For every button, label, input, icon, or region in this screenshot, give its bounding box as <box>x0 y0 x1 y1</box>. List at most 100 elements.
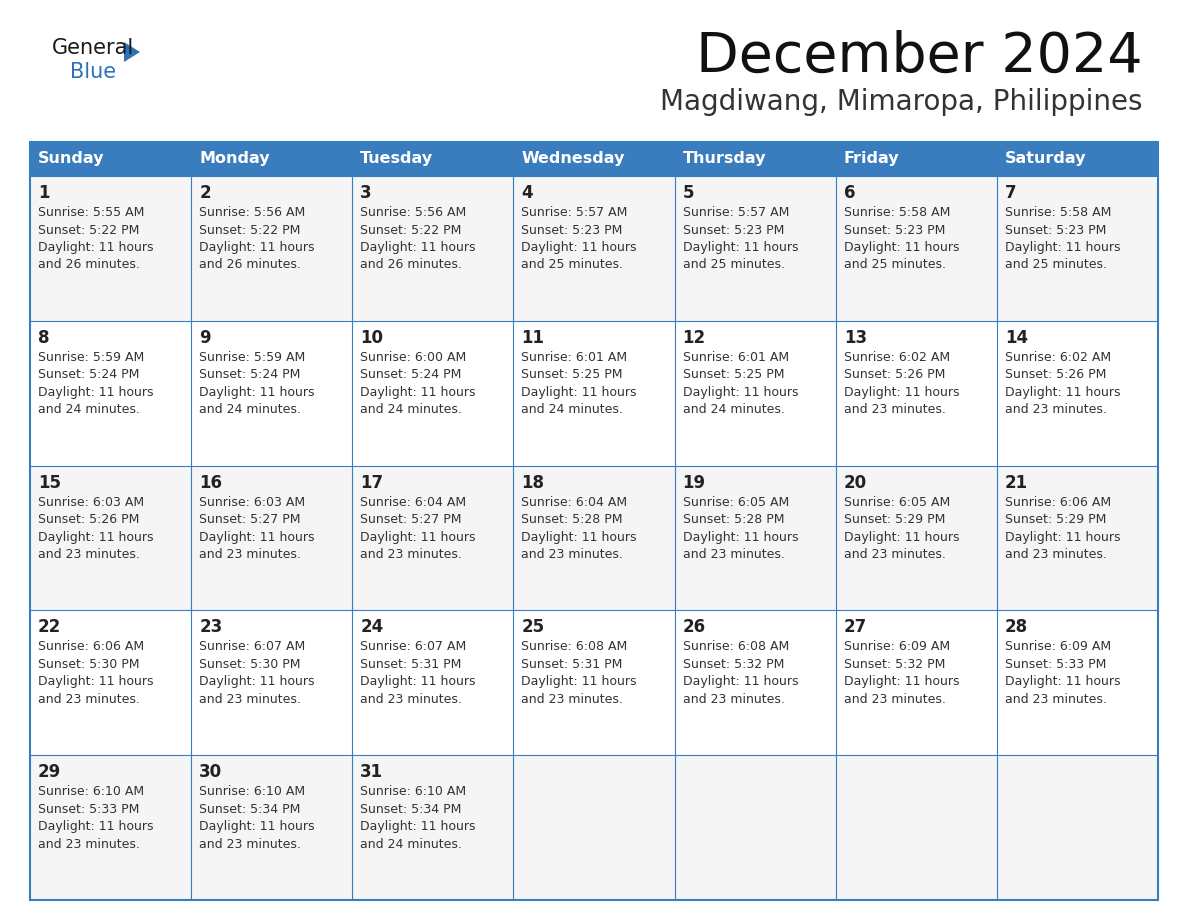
Bar <box>30 465 1158 610</box>
Text: Sunset: 5:28 PM: Sunset: 5:28 PM <box>683 513 784 526</box>
Text: and 24 minutes.: and 24 minutes. <box>200 403 301 416</box>
Text: 6: 6 <box>843 184 855 202</box>
Text: Wednesday: Wednesday <box>522 151 625 166</box>
Text: Daylight: 11 hours: Daylight: 11 hours <box>200 386 315 398</box>
Text: Sunrise: 6:08 AM: Sunrise: 6:08 AM <box>522 641 627 654</box>
Text: Sunset: 5:32 PM: Sunset: 5:32 PM <box>843 658 946 671</box>
Text: and 23 minutes.: and 23 minutes. <box>38 838 140 851</box>
Text: 17: 17 <box>360 474 384 492</box>
Text: Sunrise: 5:59 AM: Sunrise: 5:59 AM <box>200 351 305 364</box>
Text: Sunset: 5:34 PM: Sunset: 5:34 PM <box>200 802 301 816</box>
Text: Sunrise: 6:10 AM: Sunrise: 6:10 AM <box>360 785 467 798</box>
Text: 8: 8 <box>38 329 50 347</box>
Text: Sunset: 5:23 PM: Sunset: 5:23 PM <box>683 223 784 237</box>
Text: 4: 4 <box>522 184 533 202</box>
Text: Sunrise: 6:09 AM: Sunrise: 6:09 AM <box>1005 641 1111 654</box>
Text: Sunrise: 6:03 AM: Sunrise: 6:03 AM <box>38 496 144 509</box>
Text: Sunrise: 6:10 AM: Sunrise: 6:10 AM <box>38 785 144 798</box>
Text: Sunrise: 6:06 AM: Sunrise: 6:06 AM <box>38 641 144 654</box>
Text: Sunset: 5:27 PM: Sunset: 5:27 PM <box>360 513 462 526</box>
Text: Sunset: 5:30 PM: Sunset: 5:30 PM <box>200 658 301 671</box>
Text: Daylight: 11 hours: Daylight: 11 hours <box>360 820 475 834</box>
Text: Sunset: 5:29 PM: Sunset: 5:29 PM <box>843 513 946 526</box>
Text: Sunset: 5:27 PM: Sunset: 5:27 PM <box>200 513 301 526</box>
Text: and 23 minutes.: and 23 minutes. <box>1005 403 1107 416</box>
Text: and 23 minutes.: and 23 minutes. <box>200 548 301 561</box>
Text: General: General <box>52 38 134 58</box>
Text: December 2024: December 2024 <box>696 30 1143 84</box>
Text: Sunset: 5:31 PM: Sunset: 5:31 PM <box>360 658 462 671</box>
Text: and 23 minutes.: and 23 minutes. <box>843 548 946 561</box>
Text: Sunset: 5:24 PM: Sunset: 5:24 PM <box>38 368 139 381</box>
Text: and 23 minutes.: and 23 minutes. <box>360 693 462 706</box>
Text: Monday: Monday <box>200 151 270 166</box>
Text: Sunrise: 6:05 AM: Sunrise: 6:05 AM <box>683 496 789 509</box>
Text: and 23 minutes.: and 23 minutes. <box>843 693 946 706</box>
Text: 21: 21 <box>1005 474 1028 492</box>
Text: Sunrise: 5:56 AM: Sunrise: 5:56 AM <box>200 206 305 219</box>
Text: and 26 minutes.: and 26 minutes. <box>38 259 140 272</box>
Text: Saturday: Saturday <box>1005 151 1086 166</box>
Text: and 23 minutes.: and 23 minutes. <box>200 693 301 706</box>
Text: Tuesday: Tuesday <box>360 151 434 166</box>
Text: Daylight: 11 hours: Daylight: 11 hours <box>843 676 959 688</box>
Text: 3: 3 <box>360 184 372 202</box>
Text: Daylight: 11 hours: Daylight: 11 hours <box>38 241 153 254</box>
Text: 29: 29 <box>38 763 62 781</box>
Text: Sunset: 5:33 PM: Sunset: 5:33 PM <box>1005 658 1106 671</box>
Text: Magdiwang, Mimaropa, Philippines: Magdiwang, Mimaropa, Philippines <box>661 88 1143 116</box>
Text: Daylight: 11 hours: Daylight: 11 hours <box>1005 241 1120 254</box>
Text: Sunset: 5:25 PM: Sunset: 5:25 PM <box>522 368 623 381</box>
Text: Daylight: 11 hours: Daylight: 11 hours <box>522 386 637 398</box>
Text: Sunset: 5:23 PM: Sunset: 5:23 PM <box>843 223 946 237</box>
Bar <box>30 320 1158 465</box>
Text: Daylight: 11 hours: Daylight: 11 hours <box>1005 386 1120 398</box>
Bar <box>30 176 1158 320</box>
Text: Daylight: 11 hours: Daylight: 11 hours <box>683 676 798 688</box>
Text: Sunset: 5:26 PM: Sunset: 5:26 PM <box>843 368 946 381</box>
Text: Sunrise: 6:07 AM: Sunrise: 6:07 AM <box>360 641 467 654</box>
Text: Sunset: 5:25 PM: Sunset: 5:25 PM <box>683 368 784 381</box>
Text: and 25 minutes.: and 25 minutes. <box>522 259 624 272</box>
Text: Sunrise: 6:09 AM: Sunrise: 6:09 AM <box>843 641 950 654</box>
Text: and 24 minutes.: and 24 minutes. <box>360 838 462 851</box>
Text: Sunday: Sunday <box>38 151 105 166</box>
Text: Daylight: 11 hours: Daylight: 11 hours <box>360 241 475 254</box>
Text: Sunrise: 6:04 AM: Sunrise: 6:04 AM <box>522 496 627 509</box>
Text: Sunset: 5:26 PM: Sunset: 5:26 PM <box>1005 368 1106 381</box>
Text: Daylight: 11 hours: Daylight: 11 hours <box>683 386 798 398</box>
Text: 11: 11 <box>522 329 544 347</box>
Text: and 26 minutes.: and 26 minutes. <box>360 259 462 272</box>
Text: Sunset: 5:28 PM: Sunset: 5:28 PM <box>522 513 623 526</box>
Text: Sunrise: 5:57 AM: Sunrise: 5:57 AM <box>683 206 789 219</box>
Text: 25: 25 <box>522 619 544 636</box>
Text: and 25 minutes.: and 25 minutes. <box>843 259 946 272</box>
Text: and 24 minutes.: and 24 minutes. <box>360 403 462 416</box>
Text: 27: 27 <box>843 619 867 636</box>
Text: and 23 minutes.: and 23 minutes. <box>683 693 784 706</box>
Polygon shape <box>124 42 140 62</box>
Text: 15: 15 <box>38 474 61 492</box>
Text: Daylight: 11 hours: Daylight: 11 hours <box>38 531 153 543</box>
Text: 5: 5 <box>683 184 694 202</box>
Text: and 23 minutes.: and 23 minutes. <box>1005 548 1107 561</box>
Text: 26: 26 <box>683 619 706 636</box>
Text: Sunrise: 6:02 AM: Sunrise: 6:02 AM <box>1005 351 1111 364</box>
Text: Sunrise: 6:07 AM: Sunrise: 6:07 AM <box>200 641 305 654</box>
Text: Sunset: 5:23 PM: Sunset: 5:23 PM <box>522 223 623 237</box>
Text: 18: 18 <box>522 474 544 492</box>
Bar <box>30 756 1158 900</box>
Text: Sunset: 5:34 PM: Sunset: 5:34 PM <box>360 802 462 816</box>
Text: 9: 9 <box>200 329 210 347</box>
Text: Daylight: 11 hours: Daylight: 11 hours <box>683 241 798 254</box>
Text: 2: 2 <box>200 184 210 202</box>
Text: and 23 minutes.: and 23 minutes. <box>1005 693 1107 706</box>
Text: Sunrise: 6:05 AM: Sunrise: 6:05 AM <box>843 496 950 509</box>
Text: Daylight: 11 hours: Daylight: 11 hours <box>200 531 315 543</box>
Text: 13: 13 <box>843 329 867 347</box>
Text: Daylight: 11 hours: Daylight: 11 hours <box>522 531 637 543</box>
Text: Sunset: 5:33 PM: Sunset: 5:33 PM <box>38 802 139 816</box>
Text: 23: 23 <box>200 619 222 636</box>
Text: Sunrise: 5:59 AM: Sunrise: 5:59 AM <box>38 351 144 364</box>
Text: Sunrise: 6:01 AM: Sunrise: 6:01 AM <box>522 351 627 364</box>
